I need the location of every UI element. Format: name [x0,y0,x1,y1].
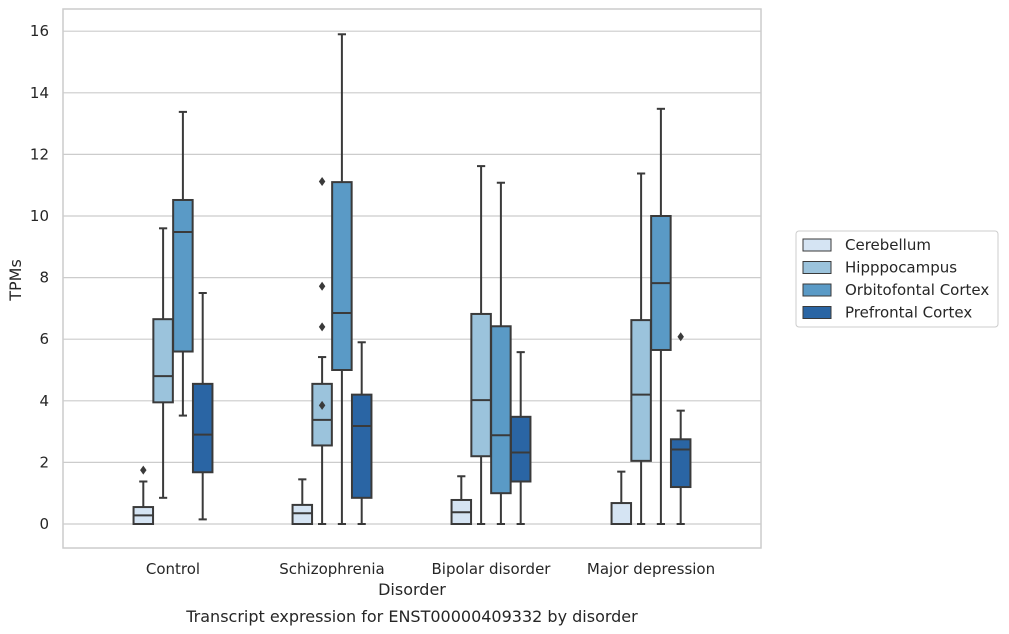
box-hipppocampus [630,172,652,525]
box-iqr [350,393,373,499]
x-tick-label: Bipolar disorder [432,560,552,578]
box-iqr [509,415,532,483]
y-axis-label: TPMs [6,259,25,302]
y-tick-label: 14 [30,84,49,102]
legend: Cerebellum Hipppocampus Orbitofontal Corte… [795,230,999,328]
box-iqr [630,319,652,462]
legend-frame [795,230,999,328]
box-iqr [152,318,174,404]
box-orbitofontal-cortex [490,181,512,525]
x-tick-label: Control [146,560,200,578]
box-cerebellum [132,465,155,525]
plot-frame [62,8,762,549]
y-tick-label: 10 [30,207,49,225]
x-tick-label: Schizophrenia [279,560,384,578]
box-orbitofontal-cortex [331,33,353,525]
legend-swatch [802,283,832,297]
x-tick-label: Major depression [587,560,715,578]
box-iqr [172,198,194,353]
legend-swatch [802,238,832,252]
y-tick-label: 12 [30,145,49,163]
legend-label: Cerebellum [845,236,931,254]
outlier-point [318,177,326,187]
box-iqr [311,382,333,447]
box-orbitofontal-cortex [172,110,194,417]
box-iqr [610,502,633,525]
chart-title: Transcript expression for ENST0000040933… [185,607,638,626]
legend-label: Orbitofontal Cortex [845,281,989,299]
box-iqr [191,382,214,474]
box-prefrontal-cortex [191,292,214,521]
box-hipppocampus [152,227,174,499]
box-cerebellum [450,475,473,526]
outlier-point [140,465,147,475]
y-tick-label: 4 [39,392,49,410]
outlier-point [318,400,326,410]
legend-swatch [802,306,832,319]
box-prefrontal-cortex [509,351,532,525]
y-tick-label: 16 [30,22,49,40]
box-iqr [291,503,314,525]
outlier-point [318,281,326,291]
box-orbitofontal-cortex [650,107,672,525]
x-tick-labels: Control Schizophrenia Bipolar disorder Majo… [146,560,715,578]
y-tick-label: 6 [39,330,49,348]
outlier-point [677,332,684,342]
box-cerebellum [291,478,314,525]
box-cerebellum [610,470,633,525]
outlier-point [318,322,326,332]
legend-swatch [802,261,832,274]
box-iqr [470,312,492,458]
y-tick-label: 0 [39,515,49,533]
y-tick-label: 8 [39,269,49,287]
box-prefrontal-cortex [669,332,692,525]
box-hipppocampus [470,165,492,525]
x-axis-label: Disorder [378,580,446,599]
box-prefrontal-cortex [350,341,373,525]
box-hipppocampus [311,177,333,525]
legend-label: Prefrontal Cortex [845,304,972,322]
box-iqr [331,181,353,371]
legend-label: Hipppocampus [845,259,957,277]
y-tick-labels: 0 2 4 6 8 10 12 14 16 [30,22,49,533]
box-iqr [669,438,692,489]
y-tick-label: 2 [39,453,49,471]
plot-boxes [132,33,692,526]
box-iqr [490,325,512,495]
